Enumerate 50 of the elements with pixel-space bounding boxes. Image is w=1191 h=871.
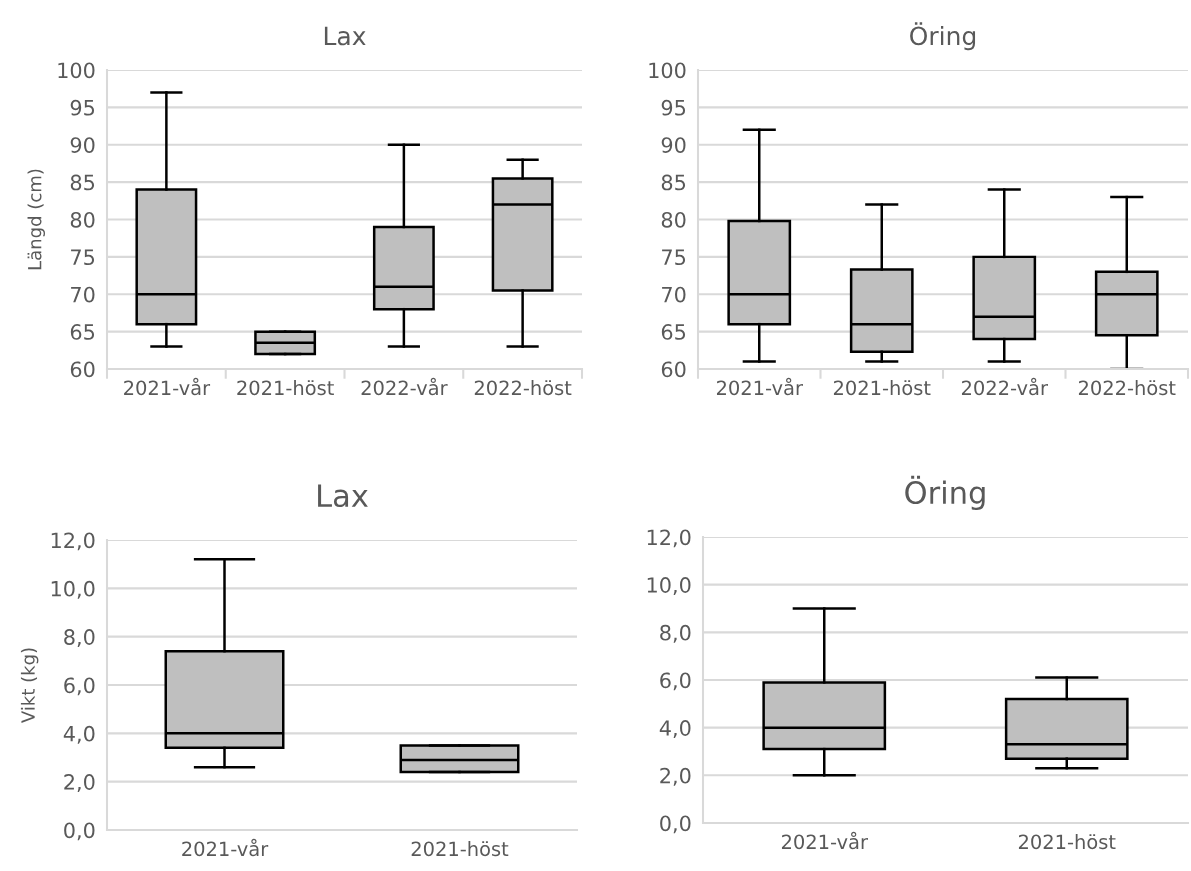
x-tick-label: 2022-höst [1078,380,1176,396]
x-tick-label: 2022-vår [961,377,1048,396]
y-tick-label: 4,0 [659,720,691,738]
y-tick-label: 95 [70,99,95,116]
chart-title: Lax [324,26,366,46]
y-tick-label: 10,0 [51,580,95,599]
y-tick-label: 80 [661,211,686,228]
y-tick-label: 90 [70,137,95,153]
x-tick-label: 2021-vår [182,838,269,857]
x-tick-label: 2021-höst [237,380,334,396]
y-tick-label: 70 [662,286,686,303]
y-tick-label: 70 [71,286,95,303]
y-tick-label: 60 [661,361,686,378]
y-tick-label: 95 [661,99,686,116]
y-axis-title: Längd (cm) [27,169,46,270]
x-tick-label: 2021-vår [124,377,211,396]
y-tick-label: 6,0 [64,677,95,696]
y-tick-label: 100 [58,62,95,79]
y-tick-label: 75 [662,249,686,266]
y-tick-label: 6,0 [660,672,691,691]
x-tick-label: 2022-vår [361,377,448,396]
y-tick-label: 8,0 [660,624,691,643]
y-tick-label: 80 [70,211,95,228]
y-tick-label: 12,0 [647,529,691,548]
x-tick-label: 2021-vår [781,831,868,850]
y-tick-label: 8,0 [64,629,95,647]
chart-title: Öring [910,22,976,51]
x-tick-label: 2021-vår [716,377,803,396]
y-tick-label: 2,0 [660,767,691,786]
y-tick-label: 100 [649,62,686,79]
y-tick-label: 65 [661,324,686,340]
x-tick-label: 2021-höst [411,841,509,857]
y-tick-label: 85 [70,174,95,191]
y-axis-title: Vikt (kg) [20,648,39,723]
chart-title: Lax [318,484,368,508]
y-tick-label: 10,0 [647,577,691,595]
chart-title: Öring [905,475,985,511]
x-tick-label: 2021-höst [833,380,931,396]
x-tick-label: 2022-höst [474,380,572,396]
y-tick-label: 0,0 [660,815,691,834]
y-tick-label: 90 [661,137,686,153]
y-tick-label: 4,0 [63,725,95,744]
y-tick-label: 85 [661,174,686,191]
y-tick-label: 2,0 [64,774,95,792]
x-tick-label: 2021-höst [1018,834,1116,850]
y-tick-label: 65 [70,324,95,340]
y-tick-label: 60 [70,361,95,378]
y-tick-label: 75 [71,249,95,266]
y-tick-label: 12,0 [51,532,95,551]
y-tick-label: 0,0 [64,822,95,841]
